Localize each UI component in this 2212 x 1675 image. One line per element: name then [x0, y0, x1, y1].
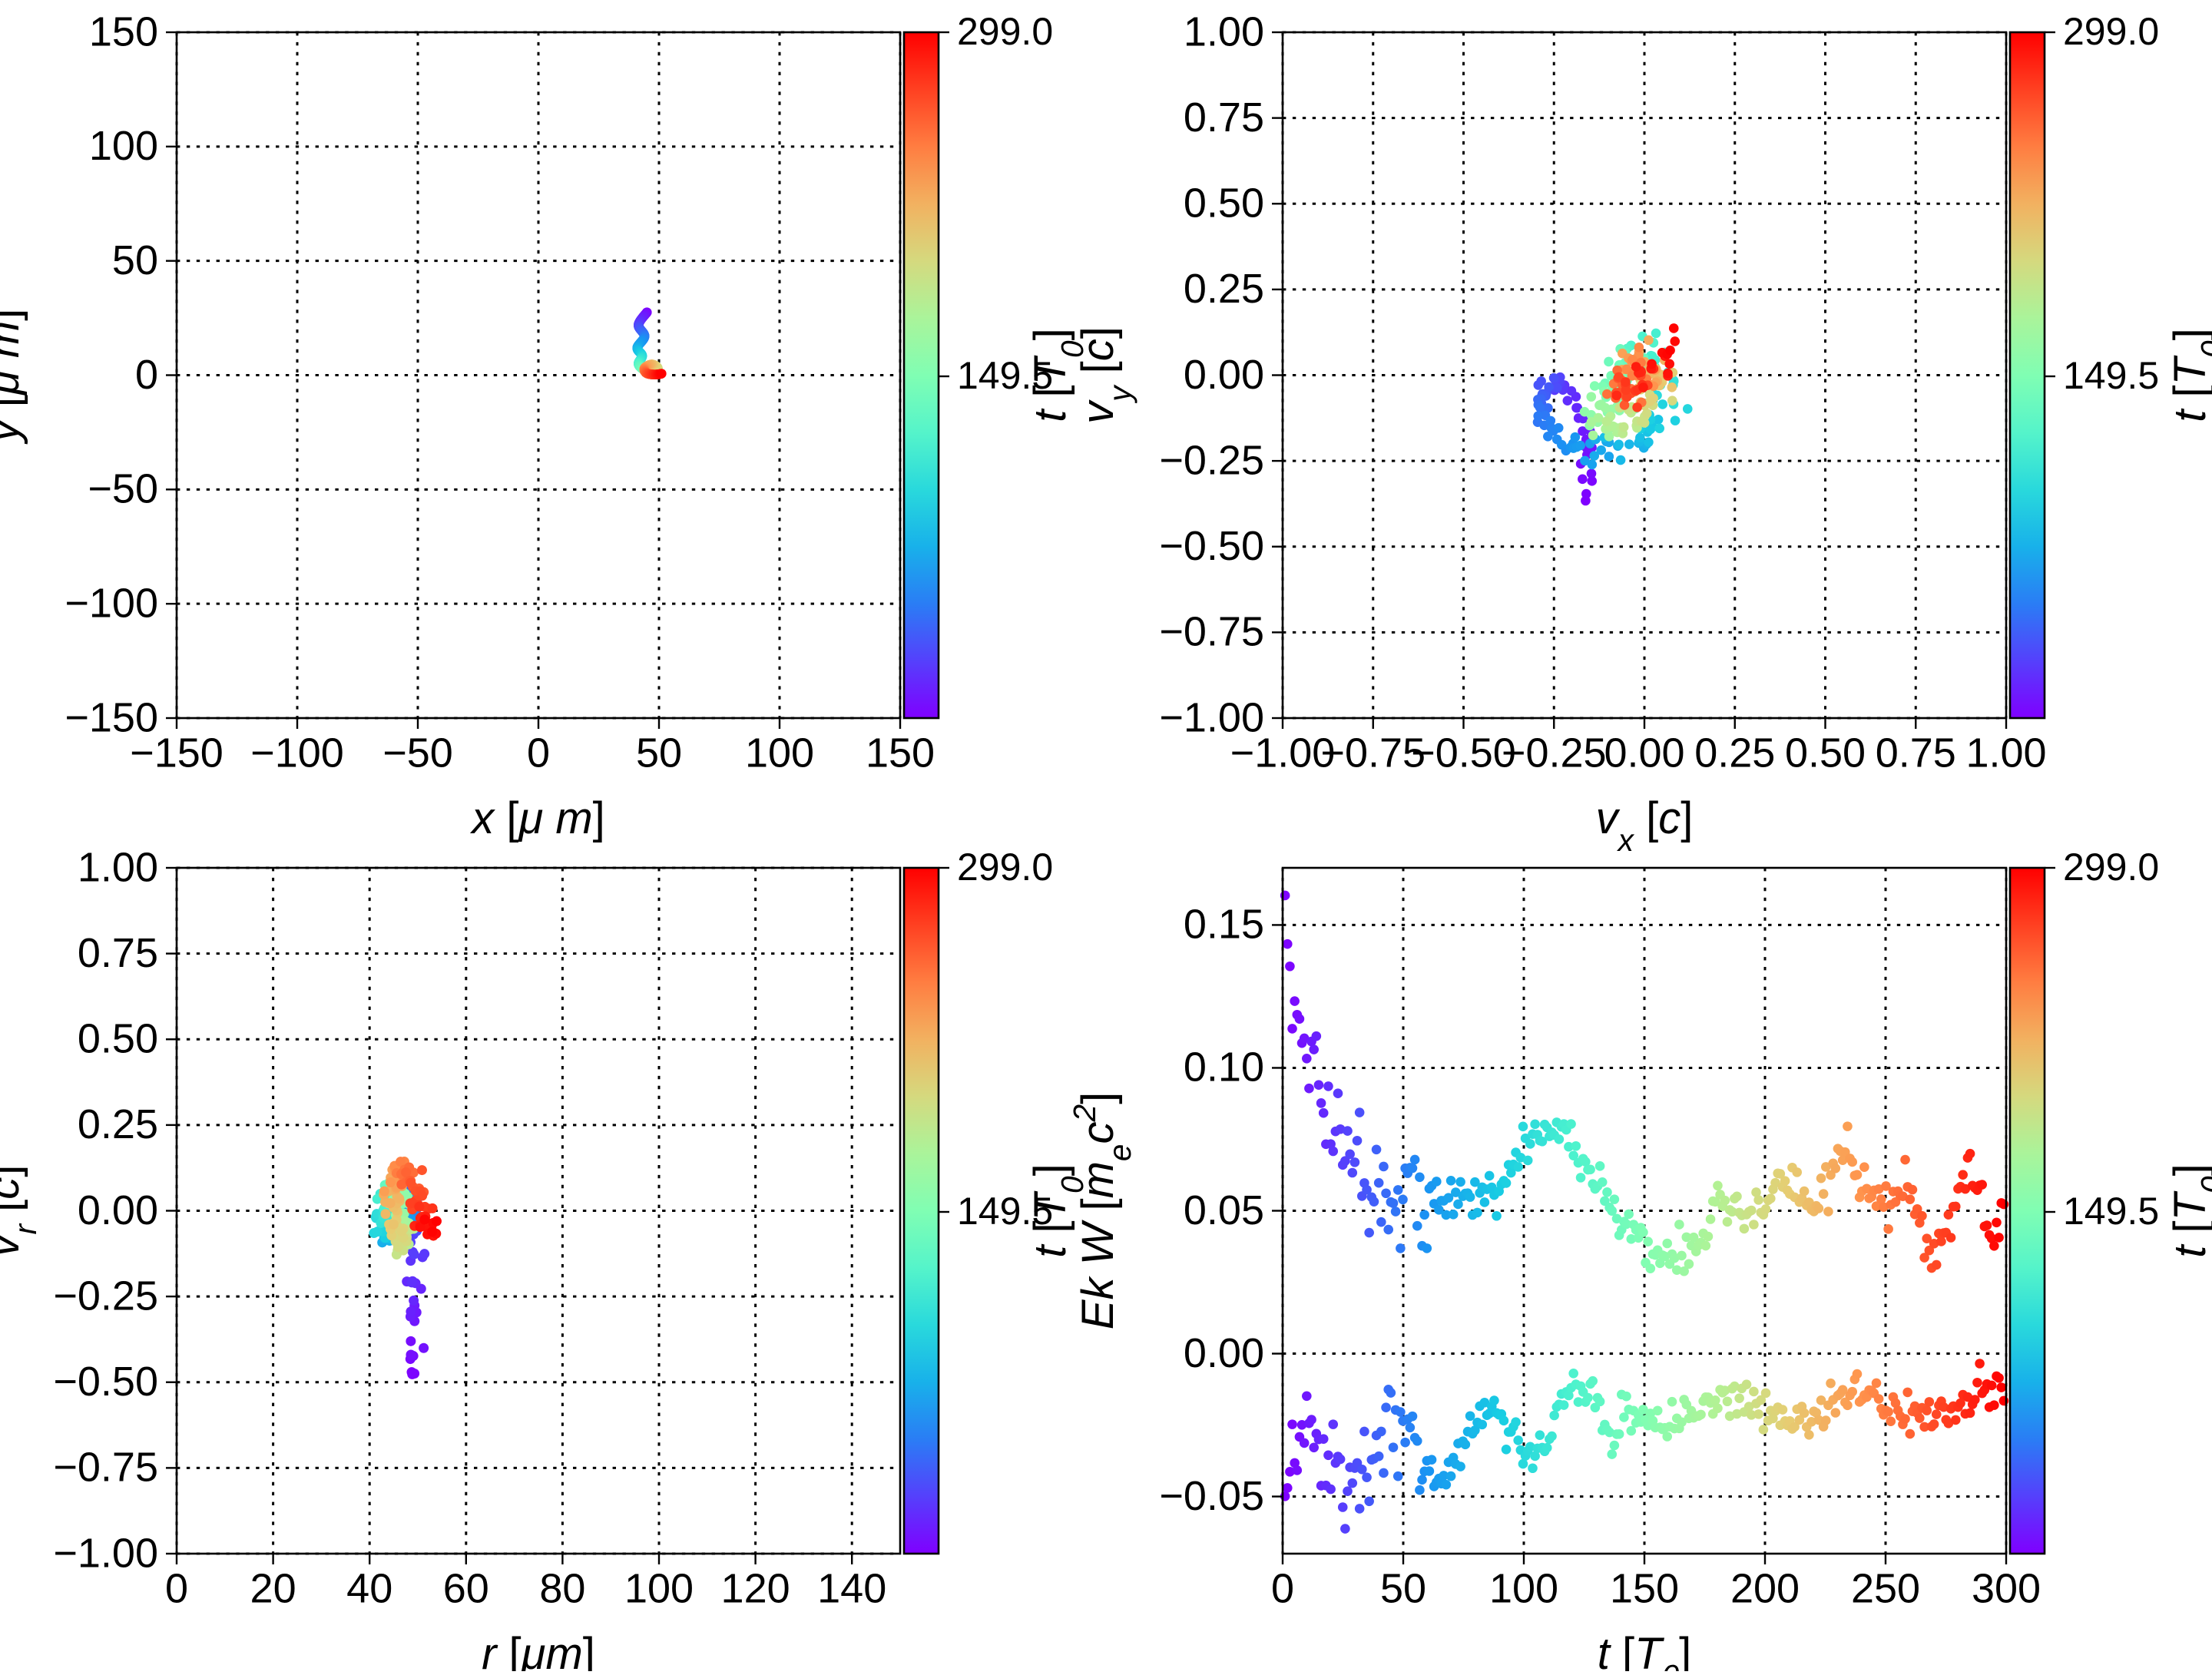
svg-text:−50: −50	[382, 730, 453, 776]
svg-text:150: 150	[1610, 1566, 1679, 1612]
svg-text:60: 60	[443, 1566, 489, 1612]
svg-text:0.00: 0.00	[1604, 730, 1684, 776]
svg-text:−150: −150	[65, 694, 158, 740]
svg-text:100: 100	[89, 123, 158, 169]
svg-text:140: 140	[817, 1566, 886, 1612]
svg-text:0.25: 0.25	[78, 1101, 158, 1147]
svg-text:100: 100	[1489, 1566, 1558, 1612]
svg-text:299.0: 299.0	[2063, 10, 2159, 53]
svg-text:50: 50	[1380, 1566, 1426, 1612]
svg-text:299.0: 299.0	[957, 10, 1053, 53]
svg-text:300: 300	[1972, 1566, 2041, 1612]
svg-text:0: 0	[527, 730, 550, 776]
svg-text:0.75: 0.75	[1184, 94, 1264, 141]
svg-text:0: 0	[135, 352, 158, 398]
svg-text:120: 120	[721, 1566, 790, 1612]
svg-text:−0.25: −0.25	[53, 1273, 158, 1319]
svg-text:40: 40	[346, 1566, 392, 1612]
svg-text:1.00: 1.00	[78, 844, 158, 890]
svg-text:−0.50: −0.50	[53, 1359, 158, 1405]
svg-text:−0.75: −0.75	[1320, 730, 1426, 776]
svg-text:−0.50: −0.50	[1159, 523, 1264, 569]
svg-text:150: 150	[866, 730, 935, 776]
svg-text:1.00: 1.00	[1184, 8, 1264, 55]
svg-text:0.50: 0.50	[1184, 180, 1264, 227]
svg-text:0.25: 0.25	[1694, 730, 1775, 776]
svg-text:149.5: 149.5	[2063, 354, 2159, 397]
svg-text:−50: −50	[88, 466, 158, 512]
svg-text:299.0: 299.0	[957, 846, 1053, 889]
svg-text:0.05: 0.05	[1184, 1187, 1264, 1233]
svg-text:0.25: 0.25	[1184, 266, 1264, 312]
svg-text:0.50: 0.50	[78, 1016, 158, 1062]
svg-text:0: 0	[1271, 1566, 1294, 1612]
svg-text:299.0: 299.0	[2063, 846, 2159, 889]
svg-text:20: 20	[250, 1566, 296, 1612]
svg-text:100: 100	[745, 730, 814, 776]
svg-text:0.75: 0.75	[78, 930, 158, 976]
svg-text:−100: −100	[65, 580, 158, 626]
svg-text:200: 200	[1730, 1566, 1800, 1612]
svg-text:0.75: 0.75	[1876, 730, 1956, 776]
svg-text:−1.00: −1.00	[1159, 694, 1264, 740]
svg-text:0.10: 0.10	[1184, 1044, 1264, 1091]
svg-text:−0.25: −0.25	[1502, 730, 1607, 776]
svg-text:0.00: 0.00	[78, 1187, 158, 1233]
svg-text:−0.75: −0.75	[53, 1445, 158, 1491]
svg-text:150: 150	[89, 8, 158, 55]
svg-text:50: 50	[636, 730, 682, 776]
svg-text:x [μ m]: x [μ m]	[469, 793, 605, 843]
svg-text:y [μ m]: y [μ m]	[0, 309, 28, 445]
svg-text:−0.25: −0.25	[1159, 437, 1264, 483]
svg-text:−1.00: −1.00	[53, 1530, 158, 1576]
svg-text:250: 250	[1851, 1566, 1920, 1612]
svg-text:100: 100	[624, 1566, 694, 1612]
svg-text:50: 50	[112, 237, 158, 283]
svg-text:−0.50: −0.50	[1411, 730, 1516, 776]
svg-text:−100: −100	[250, 730, 344, 776]
svg-text:0.15: 0.15	[1184, 902, 1264, 948]
svg-text:0.00: 0.00	[1184, 1330, 1264, 1376]
svg-text:−0.05: −0.05	[1159, 1473, 1264, 1519]
svg-text:r [μm]: r [μm]	[482, 1629, 595, 1671]
svg-text:149.5: 149.5	[2063, 1190, 2159, 1233]
svg-text:80: 80	[539, 1566, 585, 1612]
svg-text:−0.75: −0.75	[1159, 609, 1264, 655]
svg-text:0.50: 0.50	[1785, 730, 1866, 776]
svg-text:0: 0	[165, 1566, 188, 1612]
svg-text:0.00: 0.00	[1184, 352, 1264, 398]
svg-text:1.00: 1.00	[1965, 730, 2046, 776]
